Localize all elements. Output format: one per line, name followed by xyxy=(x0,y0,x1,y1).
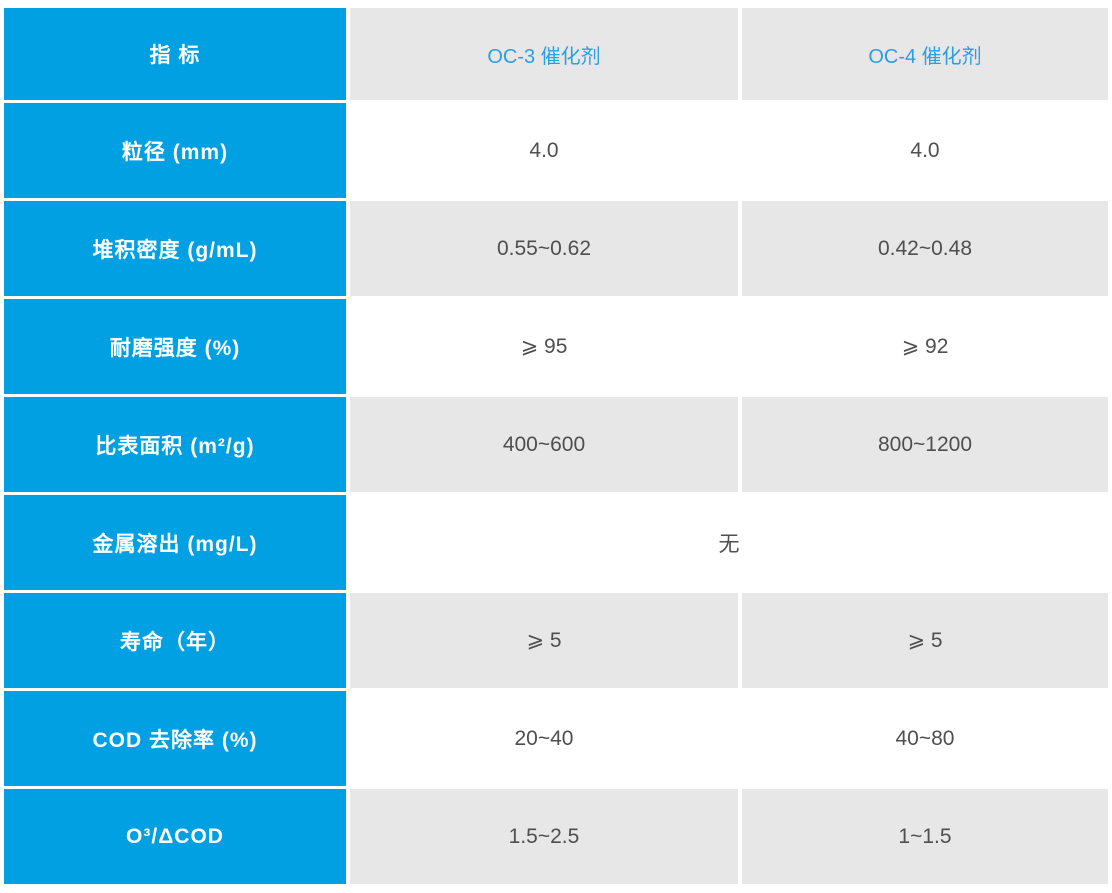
header-oc4-label: OC-4 催化剂 xyxy=(742,8,1108,100)
row-value-oc4: 0.42~0.48 xyxy=(742,201,1108,296)
table-body: 粒径 (mm) 4.0 4.0 堆积密度 (g/mL) 0.55~0.62 0.42~0.… xyxy=(4,103,1108,884)
row-label: O³/ΔCOD xyxy=(4,789,346,884)
row-label: 寿命（年） xyxy=(4,593,346,688)
header-indicator-label: 指 标 xyxy=(4,8,346,100)
table-row: 粒径 (mm) 4.0 4.0 xyxy=(4,103,1108,198)
row-value-oc4: 40~80 xyxy=(742,691,1108,786)
row-label: 金属溶出 (mg/L) xyxy=(4,495,346,590)
table-row: O³/ΔCOD 1.5~2.5 1~1.5 xyxy=(4,789,1108,884)
row-value-oc4: ⩾ 5 xyxy=(742,593,1108,688)
table-row: 堆积密度 (g/mL) 0.55~0.62 0.42~0.48 xyxy=(4,201,1108,296)
row-value-oc3: ⩾ 5 xyxy=(350,593,738,688)
row-label: 堆积密度 (g/mL) xyxy=(4,201,346,296)
table-row: 金属溶出 (mg/L) 无 xyxy=(4,495,1108,590)
row-value-oc3: ⩾ 95 xyxy=(350,299,738,394)
table-row: 寿命（年） ⩾ 5 ⩾ 5 xyxy=(4,593,1108,688)
row-value-oc4: 800~1200 xyxy=(742,397,1108,492)
header-oc3-label: OC-3 催化剂 xyxy=(350,8,738,100)
table-header: 指 标 OC-3 催化剂 OC-4 催化剂 xyxy=(4,8,1108,100)
row-value-oc3: 400~600 xyxy=(350,397,738,492)
row-label: 耐磨强度 (%) xyxy=(4,299,346,394)
row-label: 粒径 (mm) xyxy=(4,103,346,198)
table-row: COD 去除率 (%) 20~40 40~80 xyxy=(4,691,1108,786)
spec-table: 指 标 OC-3 催化剂 OC-4 催化剂 粒径 (mm) 4.0 4.0 堆积密度 … xyxy=(0,5,1112,887)
row-value-oc3: 1.5~2.5 xyxy=(350,789,738,884)
row-value-oc4: 4.0 xyxy=(742,103,1108,198)
row-label: COD 去除率 (%) xyxy=(4,691,346,786)
row-value-oc3: 4.0 xyxy=(350,103,738,198)
row-value-oc3: 0.55~0.62 xyxy=(350,201,738,296)
row-value-oc4: ⩾ 92 xyxy=(742,299,1108,394)
row-label: 比表面积 (m²/g) xyxy=(4,397,346,492)
row-value-oc4: 1~1.5 xyxy=(742,789,1108,884)
table-row: 比表面积 (m²/g) 400~600 800~1200 xyxy=(4,397,1108,492)
header-row: 指 标 OC-3 催化剂 OC-4 催化剂 xyxy=(4,8,1108,100)
row-value-oc3: 20~40 xyxy=(350,691,738,786)
row-value-merged: 无 xyxy=(350,495,1108,590)
table-row: 耐磨强度 (%) ⩾ 95 ⩾ 92 xyxy=(4,299,1108,394)
